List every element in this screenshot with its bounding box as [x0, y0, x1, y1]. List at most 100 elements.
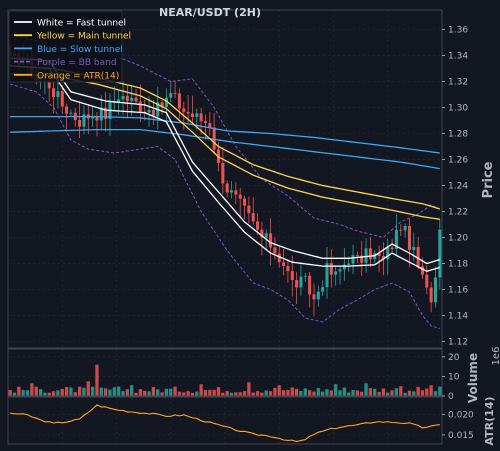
candle — [425, 265, 429, 295]
volume-bar — [117, 386, 121, 396]
candle-body — [238, 194, 242, 199]
candle-body — [433, 277, 438, 303]
candle-body — [325, 263, 329, 288]
volume-bar — [73, 392, 77, 396]
candle-body — [334, 271, 338, 275]
legend-entry: White = Fast tunnel — [37, 19, 126, 29]
volume-bar — [138, 389, 143, 396]
legend-entry: Purple = BB band — [37, 58, 117, 68]
y-tick-label: 1.14 — [448, 312, 468, 322]
candle — [260, 221, 264, 256]
volume-bar — [355, 390, 360, 396]
candle-body — [260, 229, 264, 238]
volume-bar — [199, 384, 203, 396]
candle-body — [147, 109, 151, 113]
candle-body — [121, 95, 125, 100]
candle — [273, 237, 277, 260]
volume-axis-label: Volume — [466, 353, 480, 403]
candle-body — [221, 162, 225, 184]
candle-body — [377, 253, 381, 256]
volume-bar — [334, 384, 338, 396]
volume-bar — [368, 388, 373, 396]
candle-body — [247, 205, 251, 214]
candle-body — [117, 99, 121, 103]
candle-body — [169, 92, 173, 98]
volume-bar — [38, 389, 43, 396]
volume-bar — [221, 392, 225, 396]
candle-body — [390, 247, 394, 249]
candle-body — [394, 229, 398, 249]
volume-frame — [7, 348, 443, 397]
candle — [303, 272, 307, 282]
volume-bar — [299, 390, 303, 396]
candle-body — [256, 221, 260, 230]
price-axis-label: Price — [481, 161, 496, 198]
candle-body — [160, 102, 164, 108]
candle-body — [190, 113, 194, 118]
candle — [256, 213, 260, 235]
volume-bar — [386, 392, 390, 396]
volume-bar — [43, 392, 47, 396]
candle — [190, 95, 194, 125]
volume-bar — [169, 388, 173, 396]
candle-body — [425, 274, 429, 288]
candle — [151, 100, 155, 126]
volume-bar — [177, 391, 182, 396]
volume-bar — [47, 392, 51, 396]
candle — [316, 285, 320, 307]
candle-body — [338, 269, 342, 272]
candle-body — [60, 91, 64, 107]
candle — [364, 238, 368, 273]
volume-bar — [394, 388, 399, 396]
fast-tunnel-lower — [10, 65, 441, 272]
volume-bar — [377, 391, 381, 396]
candle — [433, 266, 438, 308]
volume-bar — [186, 391, 190, 396]
volume-bar — [312, 391, 316, 396]
candle — [60, 85, 64, 114]
candle — [321, 280, 325, 296]
y-tick-label: 1.20 — [448, 234, 468, 244]
candle-body — [229, 190, 234, 193]
candle-body — [286, 265, 290, 272]
candle-body — [212, 127, 216, 150]
volume-bar — [203, 390, 208, 396]
candle — [368, 236, 372, 268]
candle — [52, 81, 56, 114]
candle — [299, 262, 303, 296]
volume-bar — [238, 392, 242, 396]
bb-lower-line — [10, 83, 440, 329]
candle-body — [399, 229, 403, 231]
candle — [342, 247, 346, 281]
volume-bar — [156, 389, 160, 396]
volume-bar — [342, 387, 346, 396]
candle-body — [69, 112, 73, 114]
volume-bar — [216, 387, 221, 396]
volume-bar — [121, 391, 125, 396]
candle-body — [282, 262, 286, 266]
candle-body — [351, 255, 355, 264]
y-tick-label: 0.020 — [448, 410, 474, 420]
volume-bar — [21, 390, 25, 396]
volume-bar — [90, 386, 95, 396]
volume-bar — [325, 389, 329, 396]
candle — [229, 180, 234, 199]
candle — [125, 85, 129, 119]
volume-bar — [303, 388, 307, 396]
candle — [334, 265, 338, 286]
volume-bar — [95, 364, 99, 396]
atr-grid — [8, 397, 442, 444]
volume-bar — [143, 390, 147, 396]
candle-body — [203, 121, 207, 124]
candle-body — [290, 271, 294, 281]
candle-body — [364, 248, 368, 263]
y-tick-label: 1.18 — [448, 260, 468, 270]
volume-bar — [351, 390, 355, 396]
price-frame — [7, 9, 443, 349]
volume-bar — [347, 392, 351, 396]
price-y-ticks: 1.12 1.14 1.16 1.18 1.20 1.22 1.24 1.26 1.28 1.30… — [442, 26, 468, 348]
legend: White = Fast tunnel Yellow = Main tunnel B… — [8, 10, 131, 83]
candle-body — [403, 226, 407, 231]
y-tick-label: 1.36 — [448, 26, 468, 36]
candle — [147, 96, 151, 127]
